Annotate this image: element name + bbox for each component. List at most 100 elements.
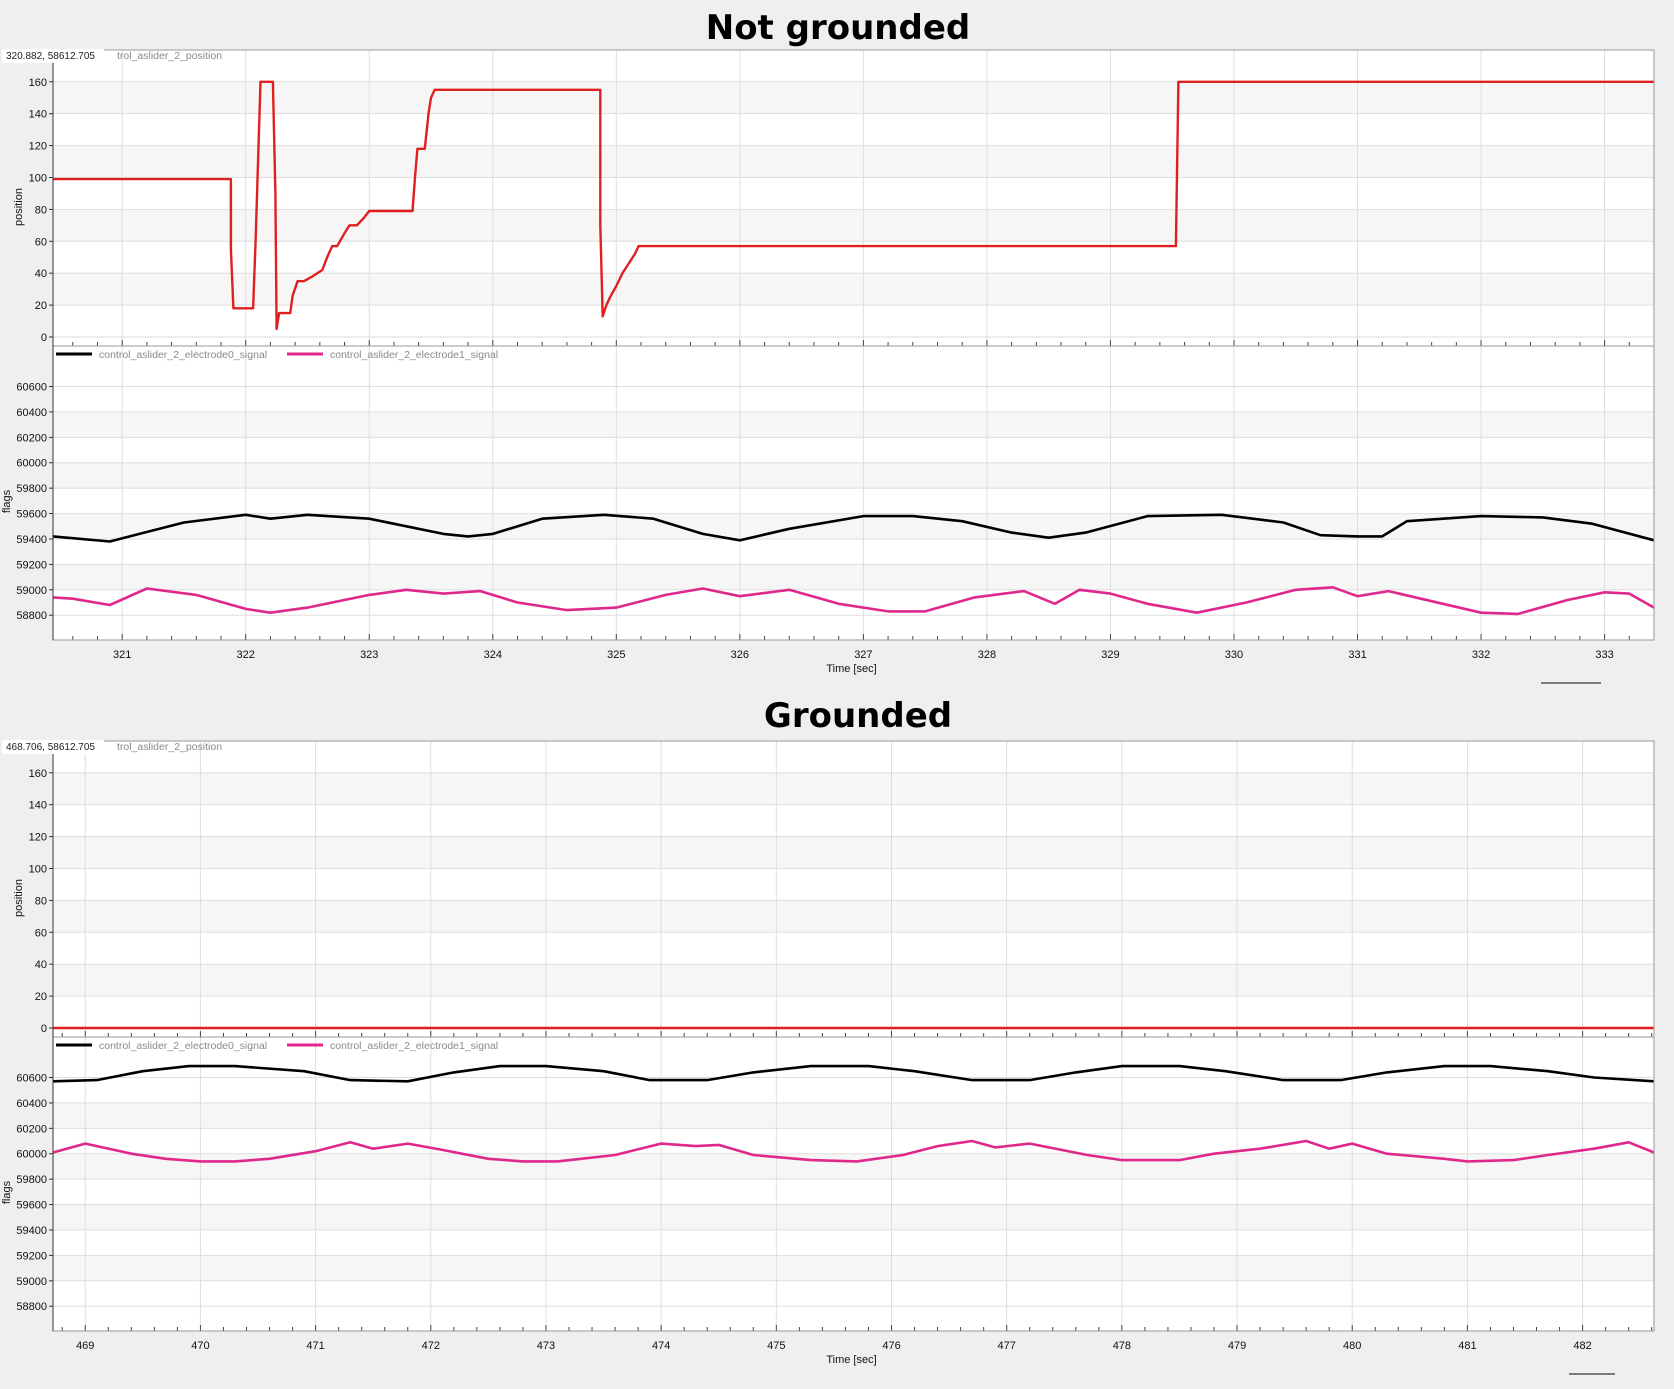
top-legend-label: trol_aslider_2_position <box>117 50 222 62</box>
x-tick-label: 333 <box>1595 649 1613 661</box>
x-tick-label: 324 <box>484 649 502 661</box>
x-tick-label: 478 <box>1113 1340 1131 1352</box>
x-tick-label: 322 <box>237 649 255 661</box>
x-tick-label: 474 <box>652 1340 670 1352</box>
bottom-panel-ytick-label: 59400 <box>16 534 47 546</box>
coordinate-readout: 468.706, 58612.705 <box>6 742 95 753</box>
bottom-panel-ytick-label: 59400 <box>16 1225 47 1237</box>
bottom-panel-ytick-label: 60600 <box>16 1073 47 1085</box>
top-panel-series-position <box>53 80 1654 331</box>
bottom-panel-band <box>53 1204 1654 1230</box>
bottom-panel-ytick-label: 59200 <box>16 559 47 571</box>
top-panel-ytick-label: 140 <box>29 109 47 121</box>
bottom-panel-ytick-label: 59200 <box>16 1250 47 1262</box>
bottom-panel-band <box>53 1255 1654 1281</box>
top-panel-ytick-label: 120 <box>29 141 47 153</box>
x-tick-label: 328 <box>978 649 996 661</box>
chart-title: Grounded <box>764 696 952 736</box>
x-tick-label: 482 <box>1573 1340 1591 1352</box>
chart-not-grounded: Not grounded 0 20 40 60 80 100 120 140 160 positio… <box>1 8 1655 684</box>
x-tick-label: 326 <box>731 649 749 661</box>
top-panel-ytick-label: 20 <box>35 991 47 1003</box>
top-panel-band <box>53 836 1654 869</box>
top-panel-ytick-label: 80 <box>35 204 47 216</box>
x-tick-label: 321 <box>113 649 131 661</box>
bottom-panel-band <box>53 1102 1654 1129</box>
x-tick-label: 473 <box>537 1340 555 1352</box>
chart-title: Not grounded <box>706 8 971 48</box>
x-tick-label: 476 <box>882 1340 900 1352</box>
top-panel-ytick-label: 80 <box>35 895 47 907</box>
top-panel-ytick-label: 120 <box>29 832 47 844</box>
bottom-panel-ytick-label: 60200 <box>16 432 47 444</box>
top-panel-ytick-label: 100 <box>29 863 47 875</box>
top-panel-ytick-label: 0 <box>41 1023 47 1035</box>
top-panel-band <box>53 145 1654 178</box>
bottom-panel-band <box>53 564 1654 590</box>
top-panel-band <box>53 81 1654 114</box>
bottom-panel-ytick-label: 59800 <box>16 1174 47 1186</box>
bottom-panel-ytick-label: 58800 <box>16 610 47 622</box>
bottom-panel-ytick-label: 60400 <box>16 407 47 419</box>
bottom-panel-series-electrode1 <box>52 1139 1655 1163</box>
bottom-panel-series-electrode1 <box>52 586 1655 616</box>
x-axis-title: Time [sec] <box>826 663 876 675</box>
top-panel-band <box>53 209 1654 242</box>
top-panel-ytick-label: 40 <box>35 268 47 280</box>
bottom-panel-ytick-label: 59000 <box>16 1276 47 1288</box>
bottom-panel-band <box>53 462 1654 489</box>
x-tick-label: 329 <box>1101 649 1119 661</box>
top-panel-ytick-label: 60 <box>35 927 47 939</box>
top-panel-ytick-label: 160 <box>29 768 47 780</box>
bottom-panel-ytick-label: 60000 <box>16 1149 47 1161</box>
top-panel-ytick-label: 40 <box>35 959 47 971</box>
bottom-panel-ytick-label: 60200 <box>16 1123 47 1135</box>
bottom-panel-ytick-label: 60600 <box>16 382 47 394</box>
bottom-panel-ytick-label: 59000 <box>16 585 47 597</box>
x-tick-label: 331 <box>1348 649 1366 661</box>
bottom-panel-y-axis-title: flags <box>1 489 13 513</box>
bottom-panel-ytick-label: 59600 <box>16 1200 47 1212</box>
x-tick-label: 470 <box>191 1340 209 1352</box>
bottom-panel-background <box>53 1037 1654 1331</box>
x-tick-label: 475 <box>767 1340 785 1352</box>
top-panel-ytick-label: 20 <box>35 300 47 312</box>
legend-label-electrode0: control_aslider_2_electrode0_signal <box>99 349 267 361</box>
bottom-panel-band <box>53 411 1654 438</box>
x-tick-label: 469 <box>76 1340 94 1352</box>
coordinate-readout-box <box>2 740 104 754</box>
x-axis-title: Time [sec] <box>826 1354 876 1366</box>
legend-label-electrode1: control_aslider_2_electrode1_signal <box>330 1040 498 1052</box>
bottom-panel-series-electrode0 <box>52 513 1655 543</box>
x-tick-label: 477 <box>998 1340 1016 1352</box>
x-tick-label: 481 <box>1458 1340 1476 1352</box>
bottom-panel-y-axis-title: flags <box>1 1180 13 1204</box>
top-panel-ytick-label: 140 <box>29 800 47 812</box>
top-panel-band <box>53 964 1654 997</box>
top-panel-band <box>53 273 1654 306</box>
top-panel-ytick-label: 0 <box>41 332 47 344</box>
top-panel-y-axis-title: position <box>13 879 25 917</box>
bottom-panel-ytick-label: 60000 <box>16 458 47 470</box>
x-tick-label: 332 <box>1472 649 1490 661</box>
bottom-panel-band <box>53 1153 1654 1180</box>
top-panel-ytick-label: 160 <box>29 77 47 89</box>
top-panel-y-axis-title: position <box>13 188 25 226</box>
x-tick-label: 472 <box>422 1340 440 1352</box>
top-panel-band <box>53 900 1654 933</box>
bottom-panel-ytick-label: 59600 <box>16 509 47 521</box>
top-panel-ytick-label: 100 <box>29 172 47 184</box>
legend-label-electrode0: control_aslider_2_electrode0_signal <box>99 1040 267 1052</box>
bottom-panel-series-electrode0 <box>52 1064 1655 1083</box>
x-tick-label: 325 <box>607 649 625 661</box>
x-tick-label: 330 <box>1225 649 1243 661</box>
bottom-panel-ytick-label: 60400 <box>16 1098 47 1110</box>
x-tick-label: 480 <box>1343 1340 1361 1352</box>
chart-grounded: Grounded 0 20 40 60 80 100 120 140 160 position 588… <box>1 696 1655 1375</box>
top-panel-ytick-label: 60 <box>35 236 47 248</box>
x-tick-label: 471 <box>306 1340 324 1352</box>
top-panel-band <box>53 772 1654 805</box>
legend-label-electrode1: control_aslider_2_electrode1_signal <box>330 349 498 361</box>
